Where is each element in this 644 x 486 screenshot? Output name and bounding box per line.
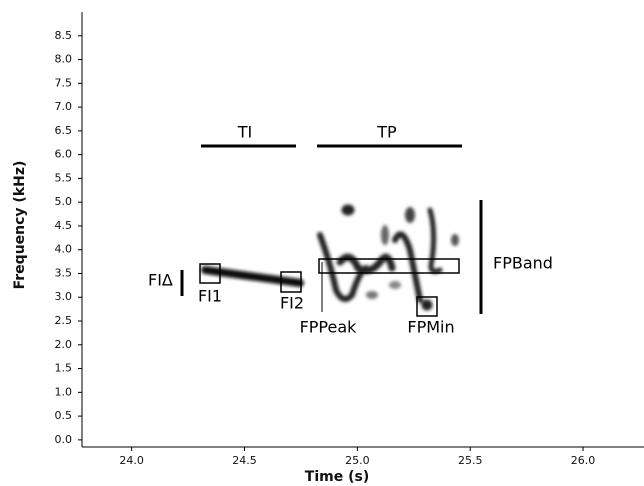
annotation: FPPeak — [300, 318, 358, 337]
y-axis-label: Frequency (kHz) — [12, 161, 28, 290]
y-tick-label: 4.0 — [55, 243, 73, 256]
y-tick-label: 2.0 — [55, 338, 73, 351]
y-tick-label: 1.5 — [55, 362, 73, 375]
x-tick-label: 24.5 — [232, 454, 257, 467]
fi2-box — [280, 271, 302, 293]
y-tick-label: 7.0 — [55, 100, 73, 113]
y-tick-label: 0.0 — [55, 433, 73, 446]
y-tick-label: 5.0 — [55, 195, 73, 208]
y-tick-label: 2.5 — [55, 314, 73, 327]
y-tick-label: 4.5 — [55, 219, 73, 232]
x-tick-label: 24.0 — [119, 454, 144, 467]
annotation: TI — [237, 123, 253, 142]
y-tick-label: 3.5 — [55, 266, 73, 279]
y-tick-label: 8.5 — [55, 29, 73, 42]
y-tick-label: 5.5 — [55, 171, 73, 184]
x-axis-label: Time (s) — [305, 469, 369, 485]
y-tick-label: 0.5 — [55, 409, 73, 422]
spectrogram — [201, 204, 459, 311]
annotation: FI2 — [280, 294, 304, 313]
y-tick-label: 6.5 — [55, 124, 73, 137]
fi1-box — [199, 263, 221, 284]
annotation: FIΔ — [148, 271, 173, 290]
annotation: FI1 — [198, 287, 222, 306]
y-tick-label: 3.0 — [55, 290, 73, 303]
annotation: TP — [376, 123, 397, 142]
annotation-shapes — [180, 144, 483, 317]
x-tick-label: 25.5 — [458, 454, 483, 467]
y-tick-label: 8.0 — [55, 53, 73, 66]
annotation: FPMin — [407, 318, 454, 337]
fpmin-box — [416, 296, 438, 317]
x-tick-label: 25.0 — [345, 454, 370, 467]
y-tick-label: 7.5 — [55, 76, 73, 89]
annotation: FPBand — [493, 254, 553, 273]
y-tick-label: 6.0 — [55, 148, 73, 161]
y-tick-label: 1.0 — [55, 385, 73, 398]
fpband-box — [318, 258, 460, 274]
x-tick-label: 26.0 — [571, 454, 596, 467]
